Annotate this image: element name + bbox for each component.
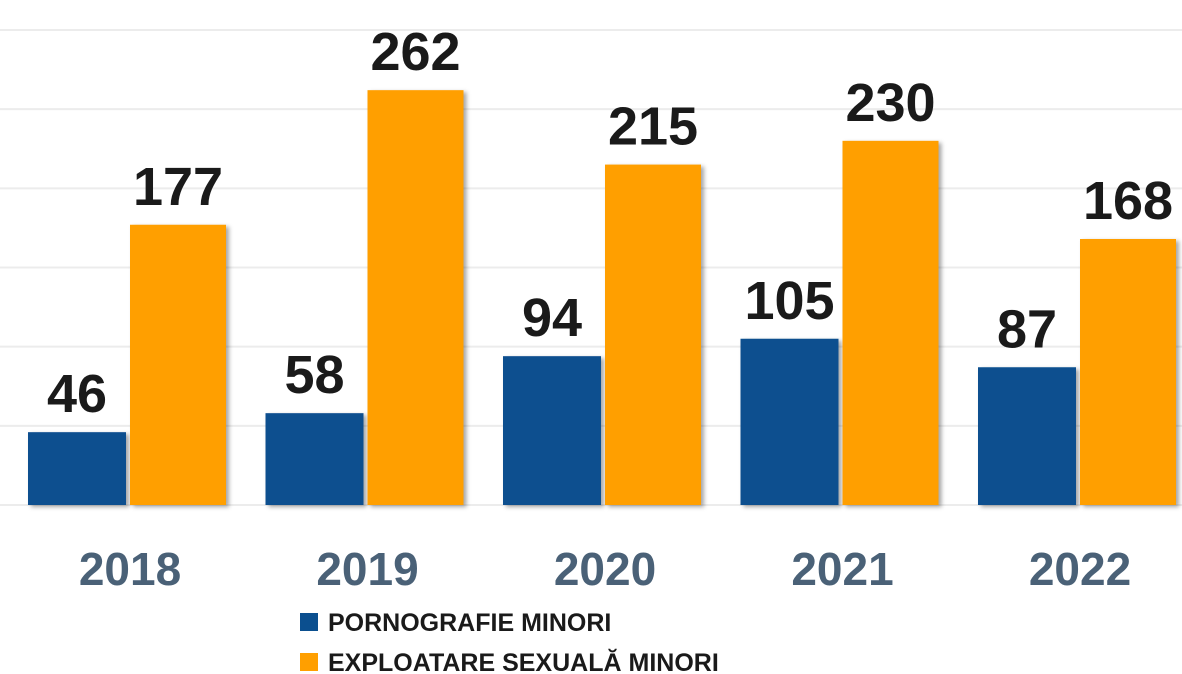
bar <box>978 367 1076 505</box>
x-tick-label: 2020 <box>554 543 656 595</box>
legend-swatch <box>300 653 318 671</box>
value-label: 46 <box>47 364 107 424</box>
value-label: 230 <box>845 73 935 133</box>
bar <box>503 356 601 505</box>
x-tick-label: 2021 <box>791 543 893 595</box>
legend-swatch <box>300 613 318 631</box>
bar <box>28 432 126 505</box>
bar <box>1080 239 1176 505</box>
value-label: 94 <box>522 288 582 348</box>
value-label: 105 <box>744 271 834 331</box>
value-label: 177 <box>133 157 223 217</box>
bar <box>740 338 839 505</box>
value-label: 58 <box>284 345 344 405</box>
legend-label: PORNOGRAFIE MINORI <box>328 609 611 637</box>
bar <box>130 224 226 505</box>
value-label: 168 <box>1083 171 1173 231</box>
value-label: 87 <box>997 299 1057 359</box>
bar <box>842 140 939 506</box>
value-label: 215 <box>608 97 698 157</box>
legend-label: EXPLOATARE SEXUALĂ MINORI <box>328 648 719 674</box>
bar <box>367 90 464 506</box>
x-tick-label: 2022 <box>1029 543 1131 595</box>
value-label: 262 <box>370 22 460 82</box>
x-tick-label: 2019 <box>316 543 418 595</box>
bar <box>605 164 701 506</box>
bar <box>265 413 364 505</box>
x-tick-label: 2018 <box>79 543 181 595</box>
